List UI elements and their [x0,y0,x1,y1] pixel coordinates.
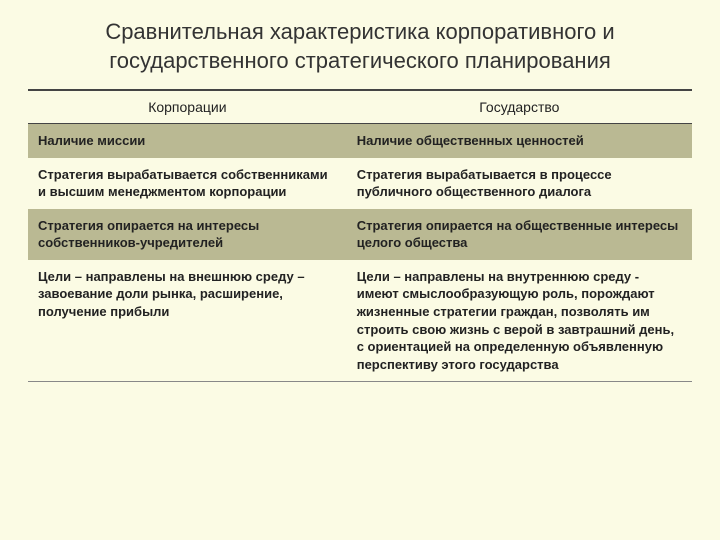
table-row: Наличие миссии Наличие общественных ценн… [28,124,692,158]
table-row: Стратегия опирается на интересы собствен… [28,209,692,260]
table-row: Цели – направлены на внешнюю среду – зав… [28,260,692,382]
table-cell: Стратегия вырабатывается в процессе публ… [347,158,692,209]
table-cell: Цели – направлены на внутреннюю среду - … [347,260,692,382]
table-cell: Наличие миссии [28,124,347,158]
table-header-state: Государство [347,90,692,124]
comparison-table: Корпорации Государство Наличие миссии На… [28,89,692,382]
table-cell: Цели – направлены на внешнюю среду – зав… [28,260,347,382]
table-cell: Стратегия опирается на общественные инте… [347,209,692,260]
table-row: Стратегия вырабатывается собственниками … [28,158,692,209]
table-cell: Наличие общественных ценностей [347,124,692,158]
table-cell: Стратегия опирается на интересы собствен… [28,209,347,260]
table-header-corporations: Корпорации [28,90,347,124]
table-cell: Стратегия вырабатывается собственниками … [28,158,347,209]
slide-title: Сравнительная характеристика корпоративн… [28,18,692,75]
